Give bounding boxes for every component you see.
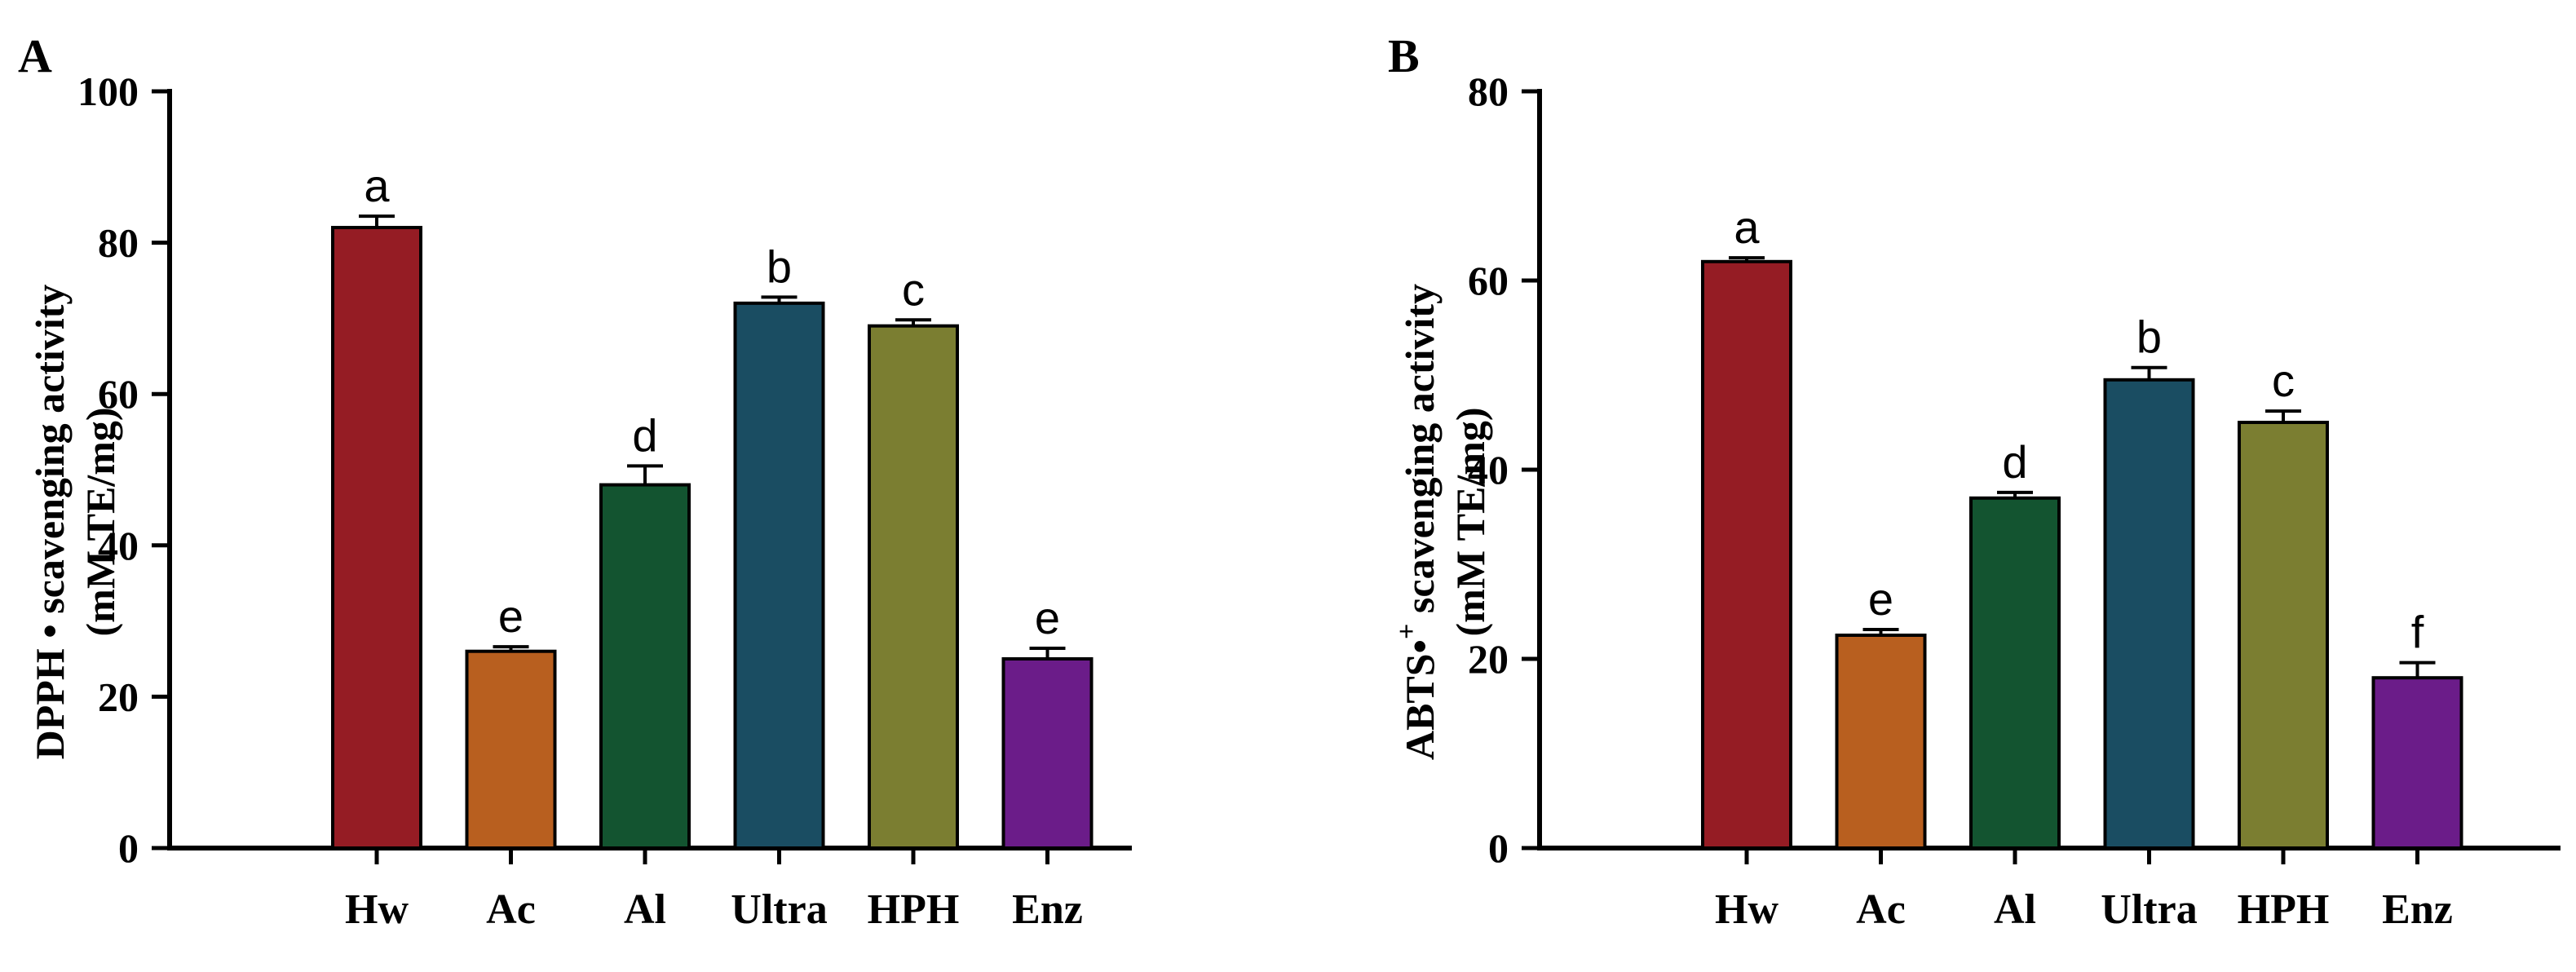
bar-a-ac (465, 649, 557, 850)
y-tick-label-a-5: 100 (77, 68, 139, 114)
plot-area-a: 0 20 40 60 80 100 Hw a Ac e Al d Ultra b HPH c Enz e (77, 68, 1132, 933)
significance-label-a-al: d (632, 409, 657, 461)
panel-b: B ABTS•+ scavenging activity (mM TE/mg) … (1388, 29, 2561, 933)
bar-a-ultra (733, 301, 825, 850)
x-tick-label-a-ultra: Ultra (731, 886, 827, 933)
y-tick-label-a-3: 60 (98, 371, 139, 417)
x-tick-label-b-hw: Hw (1715, 886, 1778, 933)
panel-letter-a: A (18, 29, 52, 82)
bar-a-al (599, 483, 691, 850)
y-tick-label-b-3: 60 (1468, 258, 1509, 303)
y-axis-label-b-abts: ABTS• (1397, 639, 1443, 760)
significance-label-b-ac: e (1868, 573, 1893, 625)
significance-label-a-enz: e (1035, 592, 1060, 643)
panel-a: A DPPH • scavenging activity (mM TE/mg) … (18, 29, 1132, 933)
y-axis-label-b-rest: scavenging activity (1397, 284, 1443, 624)
x-tick-label-b-al: Al (1994, 886, 2036, 933)
panel-letter-b: B (1388, 29, 1420, 82)
y-axis-label-a-line2: (mM TE/mg) (77, 408, 123, 637)
bar-b-ultra (2103, 378, 2195, 850)
y-tick-label-a-2: 40 (98, 523, 139, 568)
y-tick-label-b-2: 40 (1468, 447, 1509, 493)
significance-label-b-ultra: b (2136, 311, 2162, 363)
y-tick-label-a-0: 0 (118, 825, 139, 871)
significance-label-b-enz: f (2411, 607, 2424, 658)
bar-b-ac (1835, 634, 1927, 850)
significance-label-a-hph: c (902, 263, 925, 315)
x-tick-label-a-hw: Hw (345, 886, 409, 933)
x-tick-label-b-hph: HPH (2238, 886, 2330, 933)
x-tick-label-a-hph: HPH (868, 886, 960, 933)
significance-label-b-hph: c (2272, 355, 2295, 406)
x-tick-label-b-ac: Ac (1856, 886, 1906, 933)
significance-label-a-hw: a (364, 160, 390, 211)
bar-b-enz (2371, 676, 2463, 850)
y-tick-label-b-0: 0 (1488, 825, 1509, 871)
x-tick-label-b-enz: Enz (2382, 886, 2453, 933)
bar-a-enz (1001, 657, 1094, 850)
plot-area-b: 0 20 40 60 80 Hw a Ac e Al d Ultra b HPH c Enz f (1468, 68, 2561, 933)
y-tick-label-b-1: 20 (1468, 636, 1509, 682)
bar-b-hph (2238, 421, 2329, 850)
bar-a-hw (331, 226, 422, 850)
bar-b-al (1969, 496, 2061, 850)
significance-label-a-ultra: b (767, 241, 792, 292)
significance-label-b-al: d (2002, 436, 2027, 488)
bar-b-hw (1701, 259, 1792, 850)
y-tick-label-a-1: 20 (98, 674, 139, 719)
bar-a-hph (868, 324, 959, 850)
x-tick-label-a-al: Al (624, 886, 666, 933)
y-tick-label-a-4: 80 (98, 220, 139, 266)
significance-label-a-ac: e (498, 590, 524, 642)
x-tick-label-a-enz: Enz (1012, 886, 1083, 933)
x-tick-label-a-ac: Ac (486, 886, 536, 933)
x-tick-label-b-ultra: Ultra (2101, 886, 2197, 933)
significance-label-b-hw: a (1734, 201, 1760, 253)
y-axis-label-b-sup: + (1392, 624, 1422, 639)
y-axis-label-a-line1: DPPH • scavenging activity (27, 285, 73, 760)
y-axis-label-b-line2: (mM TE/mg) (1447, 408, 1493, 637)
y-axis-label-b-line1: ABTS•+ scavenging activity (1392, 284, 1443, 760)
y-tick-label-b-4: 80 (1468, 68, 1509, 114)
